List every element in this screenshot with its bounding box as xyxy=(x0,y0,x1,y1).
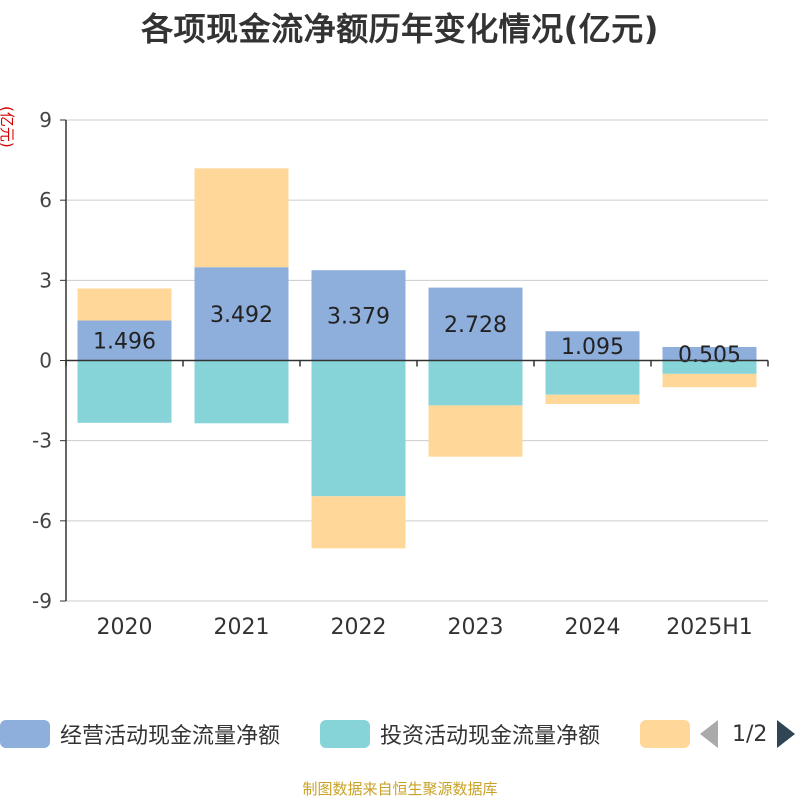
y-tick-label: 6 xyxy=(39,188,52,212)
data-label-operating: 1.496 xyxy=(93,330,156,355)
triangle-right-icon[interactable] xyxy=(777,720,796,748)
legend-page-indicator: 1/2 xyxy=(732,721,768,747)
x-tick-label: 2025H1 xyxy=(666,615,753,640)
legend-label-operating: 经营活动现金流量净额 xyxy=(60,724,281,749)
y-tick-label: -9 xyxy=(32,589,52,613)
bar-investing xyxy=(311,360,406,497)
bar-financing xyxy=(77,288,172,321)
bar-financing xyxy=(194,168,289,268)
legend-item-investing[interactable]: 投资活动现金流量净额 xyxy=(320,712,600,756)
data-label-operating: 3.492 xyxy=(210,303,273,328)
y-tick-label: -3 xyxy=(32,429,52,453)
bar-investing xyxy=(545,360,640,395)
x-tick-label: 2021 xyxy=(214,615,270,640)
bar-investing xyxy=(77,360,172,423)
legend-item-financing[interactable] xyxy=(640,712,700,756)
bar-investing xyxy=(194,360,289,424)
stacked-bar-chart: -9 -6 -3 0 3 6 9 1.496 2020 3.492 2021 3.379 2022 2.7… xyxy=(32,108,769,640)
legend-label-investing: 投资活动现金流量净额 xyxy=(380,724,601,749)
y-tick-label: 3 xyxy=(39,268,52,292)
bar-operating xyxy=(194,267,289,361)
legend-swatch-operating xyxy=(0,720,50,748)
bar-financing xyxy=(428,405,523,457)
chart-title: 各项现金流净额历年变化情况(亿元) xyxy=(141,10,659,48)
legend-swatch-financing xyxy=(640,720,690,748)
data-label-operating: 1.095 xyxy=(561,335,624,360)
bar-financing xyxy=(545,394,640,405)
x-tick-label: 2020 xyxy=(97,615,153,640)
bar-operating xyxy=(545,331,640,361)
bar-financing xyxy=(662,373,757,388)
legend: 经营活动现金流量净额 投资活动现金流量净额 xyxy=(0,712,800,756)
bar-investing xyxy=(428,360,523,406)
triangle-left-icon[interactable] xyxy=(700,720,718,748)
bar-operating xyxy=(311,270,406,361)
data-label-operating: 0.505 xyxy=(678,343,741,368)
y-tick-label: 9 xyxy=(39,108,52,132)
x-tick-label: 2024 xyxy=(565,615,621,640)
bar-operating xyxy=(662,347,757,361)
data-label-operating: 3.379 xyxy=(327,304,390,329)
bar-investing xyxy=(662,360,757,374)
data-label-operating: 2.728 xyxy=(444,313,507,338)
y-tick-label: 0 xyxy=(39,349,52,373)
x-tick-label: 2022 xyxy=(331,615,387,640)
x-tick-label: 2023 xyxy=(448,615,504,640)
y-tick-label: -6 xyxy=(32,509,52,533)
legend-swatch-investing xyxy=(320,720,370,748)
legend-item-operating[interactable]: 经营活动现金流量净额 xyxy=(0,712,280,756)
bar-financing xyxy=(311,496,406,549)
data-source-note: 制图数据来自恒生聚源数据库 xyxy=(302,780,498,798)
legend-pager: 1/2 xyxy=(700,712,796,756)
bar-operating xyxy=(77,320,172,361)
bar-operating xyxy=(428,287,523,361)
